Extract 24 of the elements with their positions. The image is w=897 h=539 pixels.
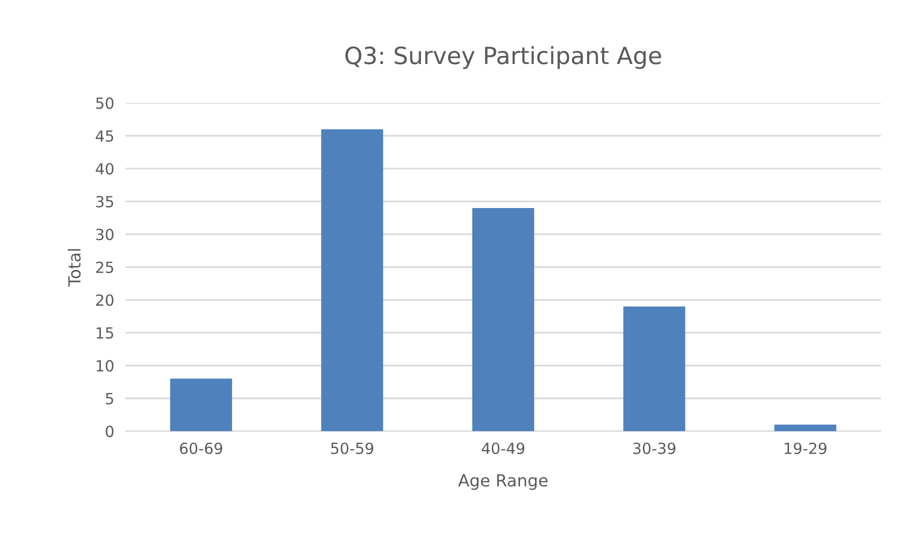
y-tick-label: 50	[96, 97, 114, 109]
x-axis-title: Age Range	[458, 474, 548, 490]
x-tick-label: 40-49	[482, 442, 524, 454]
x-tick-label: 50-59	[331, 442, 374, 454]
x-tick-label: 19-29	[784, 442, 826, 454]
y-tick-label: 20	[96, 294, 114, 306]
chart-title: Q3: Survey Participant Age	[345, 46, 662, 69]
x-tick-label: 30-39	[633, 442, 676, 454]
bar	[321, 129, 384, 432]
y-tick-label: 15	[96, 327, 114, 339]
y-tick-label: 40	[96, 163, 114, 175]
x-tick-label: 60-69	[180, 442, 222, 454]
y-tick-label: 30	[96, 228, 114, 240]
y-tick-label: 5	[106, 393, 114, 404]
bar	[623, 306, 686, 432]
bar	[170, 378, 232, 432]
y-tick-label: 0	[106, 426, 114, 438]
bar	[472, 208, 534, 432]
y-tick-label: 35	[96, 196, 114, 208]
y-tick-label: 25	[96, 262, 114, 274]
bar	[774, 424, 836, 432]
y-tick-label: 45	[96, 130, 114, 142]
y-tick-label: 10	[96, 360, 114, 372]
y-axis-title: Total	[68, 249, 81, 287]
